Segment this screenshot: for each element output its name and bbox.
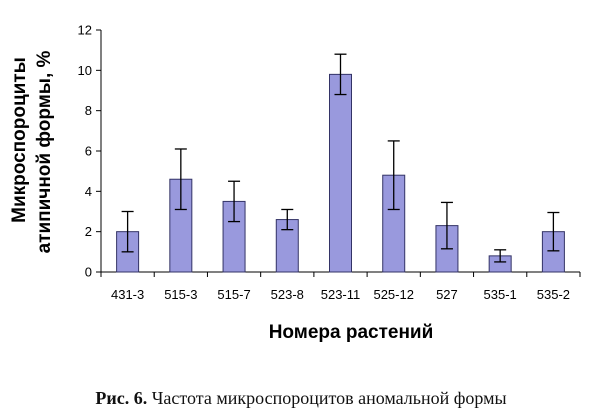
y-tick-label: 10	[78, 63, 92, 78]
x-tick-label: 527	[436, 287, 458, 302]
x-tick-label: 535-1	[484, 287, 517, 302]
x-tick-label: 523-11	[321, 287, 361, 302]
chart-figure: Микроспороциты атипичной формы, % Номера…	[9, 23, 581, 343]
bar-523-11	[329, 73, 352, 273]
figure-caption-label: Рис. 6.	[95, 388, 148, 408]
bar-chart: Микроспороциты атипичной формы, % Номера…	[9, 23, 581, 343]
x-tick-label: 525-12	[373, 287, 413, 302]
x-tick-label: 535-2	[537, 287, 570, 302]
x-tick-label: 523-8	[271, 287, 304, 302]
x-tick-label: 431-3	[111, 287, 144, 302]
x-axis-title: Номера растений	[269, 322, 434, 343]
y-axis-title-line-1: Микроспороциты	[9, 57, 30, 223]
y-axis-title-line-2: атипичной формы, %	[34, 50, 55, 253]
y-tick-label: 0	[85, 265, 92, 280]
x-tick-label: 515-3	[164, 287, 197, 302]
figure-caption-text: Частота микроспороцитов аномальной формы	[151, 388, 507, 408]
y-tick-label: 12	[78, 23, 92, 38]
figure-caption: Рис. 6. Частота микроспороцитов аномальн…	[0, 388, 602, 409]
y-tick-label: 2	[85, 224, 92, 239]
y-tick-label: 6	[85, 144, 92, 159]
x-tick-label: 515-7	[217, 287, 250, 302]
y-tick-label: 4	[85, 184, 92, 199]
y-tick-label: 8	[85, 103, 92, 118]
y-axis-title: Микроспороциты атипичной формы, %	[9, 50, 55, 253]
